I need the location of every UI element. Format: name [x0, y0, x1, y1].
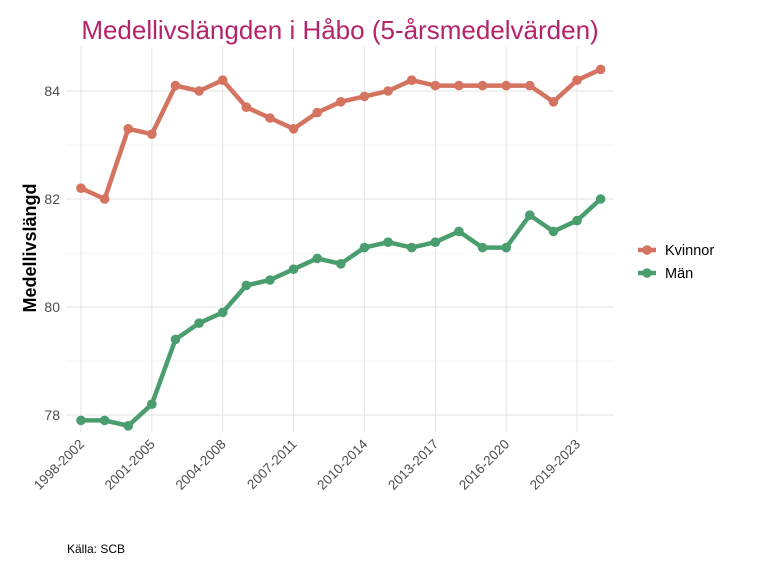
legend-label: Män — [665, 266, 693, 282]
data-point — [147, 129, 157, 139]
data-point — [406, 242, 417, 253]
legend-key-point — [642, 268, 652, 278]
data-point — [501, 80, 511, 91]
x-tick-label: 2007-2011 — [244, 437, 300, 493]
data-point — [265, 275, 275, 285]
legend: Kvinnor Män — [638, 243, 714, 282]
x-tick-label: 2004-2008 — [173, 437, 229, 493]
data-point — [359, 242, 370, 253]
data-point — [170, 80, 181, 91]
data-point — [76, 183, 86, 193]
data-point — [217, 307, 228, 318]
legend-key-point — [642, 245, 652, 255]
y-tick-label: 80 — [44, 299, 60, 315]
series-line — [81, 197, 603, 429]
data-point — [430, 237, 441, 247]
data-point — [241, 280, 252, 291]
x-tick-label: 2019-2023 — [527, 437, 583, 493]
x-tick-label: 2013-2017 — [385, 437, 441, 493]
series-line — [80, 67, 602, 202]
y-axis-label: Medellivslängd — [20, 183, 40, 312]
data-point — [217, 75, 228, 85]
data-point — [406, 75, 417, 85]
data-point — [99, 415, 110, 426]
data-point — [170, 334, 181, 345]
y-tick-label: 84 — [44, 83, 60, 99]
legend-label: Kvinnor — [665, 243, 714, 259]
data-point — [454, 80, 464, 91]
x-tick-label: 2010-2014 — [314, 436, 371, 493]
data-point — [430, 80, 441, 91]
data-point — [383, 237, 393, 247]
series-kvinnor — [76, 64, 606, 204]
data-point — [312, 107, 323, 118]
data-point — [524, 210, 535, 220]
caption: Källa: SCB — [67, 542, 125, 556]
data-point — [595, 64, 606, 75]
data-point — [76, 415, 86, 426]
data-point — [99, 194, 110, 204]
data-point — [359, 91, 370, 102]
data-point — [572, 215, 582, 226]
data-point — [595, 194, 606, 204]
chart-title: Medellivslängden i Håbo (5-årsmedelvärde… — [81, 15, 598, 45]
data-point — [477, 242, 488, 253]
x-tick-label: 2016-2020 — [456, 437, 512, 493]
y-tick-label: 82 — [44, 191, 60, 207]
data-point — [241, 102, 252, 112]
data-point — [336, 97, 346, 107]
data-point — [123, 421, 134, 431]
data-point — [548, 97, 559, 107]
data-point — [123, 124, 134, 134]
x-tick-label: 2001-2005 — [102, 437, 158, 493]
data-point — [265, 113, 275, 123]
data-point — [194, 318, 204, 329]
data-point — [147, 399, 157, 410]
y-tick-label: 78 — [44, 407, 60, 423]
data-point — [336, 259, 346, 269]
data-point — [572, 75, 582, 85]
data-point — [454, 226, 464, 237]
data-point — [524, 80, 535, 91]
data-point — [477, 80, 488, 91]
data-point — [288, 124, 299, 134]
data-point — [194, 86, 204, 96]
data-point — [288, 264, 299, 275]
data-point — [383, 86, 393, 96]
data-point — [548, 226, 559, 237]
data-point — [501, 242, 511, 253]
series-män — [76, 194, 606, 431]
x-tick-label: 1998-2002 — [31, 437, 87, 493]
data-point — [312, 253, 323, 264]
